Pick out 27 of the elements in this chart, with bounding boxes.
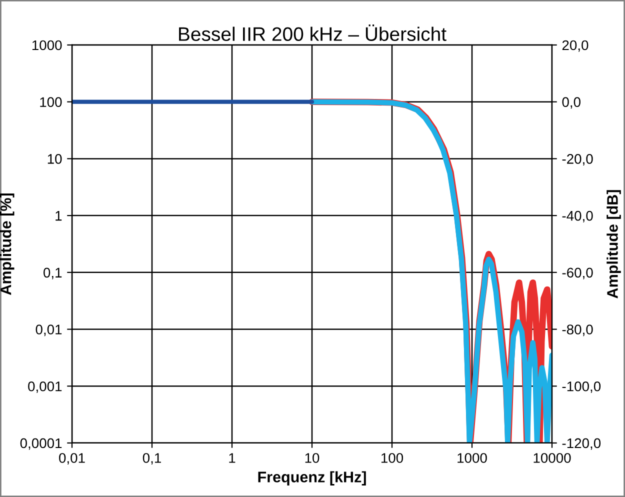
y-tick-label: 0,1: [44, 268, 62, 280]
y-tick-label: 1000: [32, 40, 62, 50]
x-tick-label: 1000: [458, 453, 487, 463]
x-tick-label: 0,01: [59, 453, 85, 465]
y-tick-label: 0,01: [36, 324, 62, 336]
x-axis-title: Frequenz [kHz]: [258, 471, 366, 486]
y2-tick-label: -80,0: [562, 324, 593, 336]
y-tick-label: 0,001: [28, 381, 62, 393]
y2-tick-label: -120,0: [562, 438, 601, 450]
y2-axis-title: Amplitude [dB]: [606, 190, 621, 298]
y-tick-label: 0,0001: [20, 438, 62, 450]
x-tick-label: 1: [229, 453, 236, 463]
y-tick-label: 1: [56, 211, 62, 221]
y-axis-title: Amplitude [%]: [0, 193, 14, 295]
y2-tick-label: -20,0: [562, 154, 593, 166]
x-tick-label: 100: [381, 453, 404, 463]
y2-tick-label: 0,0: [562, 97, 580, 109]
y2-tick-label: -40,0: [562, 210, 593, 222]
x-tick-label: 10: [305, 453, 320, 463]
y-tick-label: 10: [48, 154, 62, 164]
x-tick-label: 0,1: [142, 453, 161, 465]
y2-tick-label: 20,0: [562, 40, 588, 52]
y2-tick-label: -60,0: [562, 268, 593, 280]
y2-tick-label: -100,0: [562, 381, 601, 393]
y-tick-label: 100: [40, 97, 62, 108]
x-tick-label: 10000: [534, 453, 571, 463]
chart-title: Bessel IIR 200 kHz – Übersicht: [179, 24, 446, 42]
